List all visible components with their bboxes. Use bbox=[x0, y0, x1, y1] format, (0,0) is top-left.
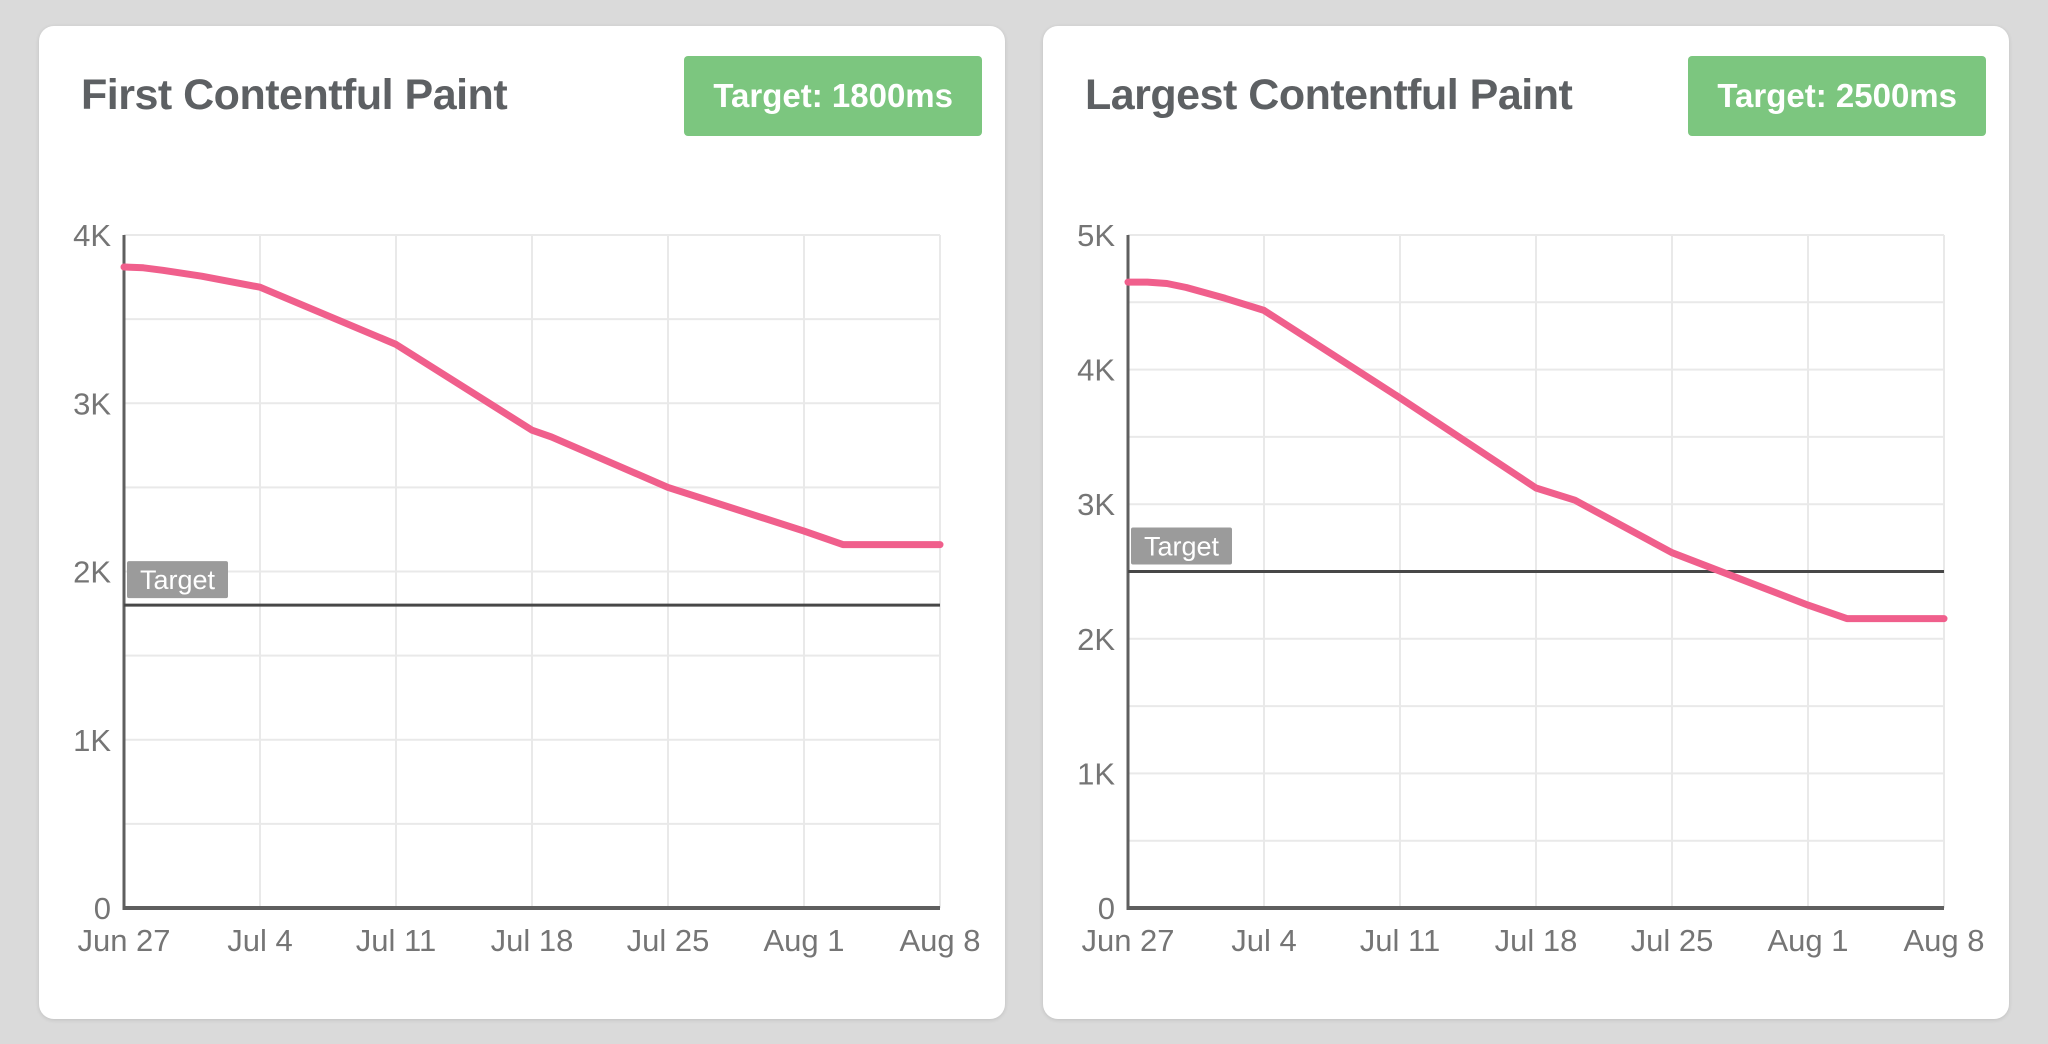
target-label-box bbox=[127, 561, 228, 599]
y-tick-label: 2K bbox=[73, 555, 111, 590]
x-tick-label: Jun 27 bbox=[77, 923, 170, 958]
x-tick-label: Jul 11 bbox=[1360, 923, 1440, 958]
y-tick-label: 0 bbox=[1098, 891, 1115, 926]
lcp-card-header: Largest Contentful Paint Target: 2500ms bbox=[1043, 26, 2009, 136]
y-tick-label: 1K bbox=[73, 723, 111, 758]
y-tick-label: 4K bbox=[73, 218, 111, 253]
x-tick-label: Jul 18 bbox=[1495, 923, 1578, 958]
x-tick-label: Aug 1 bbox=[763, 923, 844, 958]
fcp-line-chart: Target 0 1K 2K 3K 4K Jun 27 Jul 4 Jul 11 Jul 18 Ju… bbox=[73, 218, 980, 958]
fcp-card-header: First Contentful Paint Target: 1800ms bbox=[39, 26, 1005, 136]
y-tick-label: 0 bbox=[94, 891, 111, 926]
x-tick-label: Jul 18 bbox=[491, 923, 574, 958]
y-tick-label: 2K bbox=[1077, 622, 1115, 657]
x-tick-label: Jul 4 bbox=[227, 923, 292, 958]
x-tick-label: Jul 25 bbox=[627, 923, 710, 958]
series-line bbox=[1124, 278, 1948, 623]
target-label-text: Target bbox=[1144, 532, 1220, 562]
y-tick-label: 3K bbox=[1077, 487, 1115, 522]
x-tick-label: Jul 11 bbox=[356, 923, 436, 958]
x-tick-label: Aug 8 bbox=[899, 923, 980, 958]
target-label-text: Target bbox=[140, 565, 216, 595]
lcp-target-badge: Target: 2500ms bbox=[1688, 56, 1986, 136]
fcp-card: First Contentful Paint Target: 1800ms Ta… bbox=[39, 26, 1005, 1019]
y-tick-label: 3K bbox=[73, 386, 111, 421]
fcp-target-badge: Target: 1800ms bbox=[684, 56, 982, 136]
series-line bbox=[120, 263, 944, 549]
lcp-card: Largest Contentful Paint Target: 2500ms … bbox=[1043, 26, 2009, 1019]
lcp-title: Largest Contentful Paint bbox=[1085, 71, 1573, 120]
x-tick-label: Jul 4 bbox=[1231, 923, 1296, 958]
y-tick-label: 4K bbox=[1077, 353, 1115, 388]
fcp-title: First Contentful Paint bbox=[81, 71, 508, 120]
y-tick-label: 1K bbox=[1077, 756, 1115, 791]
y-tick-label: 5K bbox=[1077, 218, 1115, 253]
target-label-box bbox=[1131, 527, 1232, 565]
lcp-line-chart: Target 0 1K 2K 3K 4K 5K Jun 27 Jul 4 Jul 11 Jul 18… bbox=[1077, 218, 1984, 958]
x-tick-label: Aug 8 bbox=[1903, 923, 1984, 958]
x-tick-label: Jul 25 bbox=[1631, 923, 1714, 958]
x-tick-label: Jun 27 bbox=[1081, 923, 1174, 958]
x-tick-label: Aug 1 bbox=[1767, 923, 1848, 958]
